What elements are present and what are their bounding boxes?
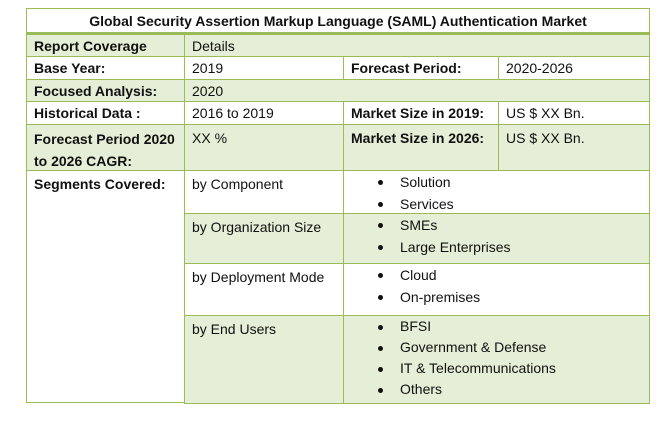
forecast-period-label: Forecast Period:	[343, 56, 499, 80]
segment-items: BFSI Government & Defense IT & Telecommuni…	[343, 315, 650, 404]
segment-list: SMEs Large Enterprises	[344, 214, 649, 258]
historical-data-label: Historical Data :	[26, 101, 185, 125]
list-item: Government & Defense	[344, 337, 649, 358]
list-item: Solution	[344, 171, 649, 193]
segment-name: by Component	[184, 170, 344, 214]
market-size-2026-label: Market Size in 2026:	[343, 124, 499, 171]
list-item: IT & Telecommunications	[344, 358, 649, 379]
list-item: SMEs	[344, 214, 649, 236]
market-size-2026-value: US $ XX Bn.	[498, 124, 650, 171]
base-year-value: 2019	[184, 56, 344, 80]
segment-items: Cloud On-premises	[343, 263, 650, 316]
cagr-label: Forecast Period 2020 to 2026 CAGR:	[26, 124, 185, 171]
segment-list: Solution Services	[344, 171, 649, 215]
list-item: BFSI	[344, 316, 649, 337]
segment-items: SMEs Large Enterprises	[343, 213, 650, 264]
market-size-2019-label: Market Size in 2019:	[343, 101, 499, 125]
list-item: On-premises	[344, 286, 649, 308]
forecast-period-value: 2020-2026	[498, 56, 650, 80]
segment-list: Cloud On-premises	[344, 264, 649, 308]
list-item: Others	[344, 379, 649, 400]
list-item: Cloud	[344, 264, 649, 286]
segments-covered-label: Segments Covered:	[26, 170, 185, 403]
segment-name: by Deployment Mode	[184, 263, 344, 316]
list-item: Large Enterprises	[344, 236, 649, 258]
market-size-2019-value: US $ XX Bn.	[498, 101, 650, 125]
segment-items: Solution Services	[343, 170, 650, 214]
report-coverage-label: Report Coverage	[26, 34, 185, 57]
table-title: Global Security Assertion Markup Languag…	[26, 8, 650, 35]
focused-analysis-label: Focused Analysis:	[26, 79, 185, 102]
historical-data-value: 2016 to 2019	[184, 101, 344, 125]
segment-name: by Organization Size	[184, 213, 344, 264]
report-coverage-value: Details	[184, 34, 650, 57]
segment-list: BFSI Government & Defense IT & Telecommuni…	[344, 316, 649, 400]
list-item: Services	[344, 193, 649, 215]
focused-analysis-value: 2020	[184, 79, 650, 102]
segment-name: by End Users	[184, 315, 344, 404]
cagr-value: XX %	[184, 124, 344, 171]
base-year-label: Base Year:	[26, 56, 185, 80]
